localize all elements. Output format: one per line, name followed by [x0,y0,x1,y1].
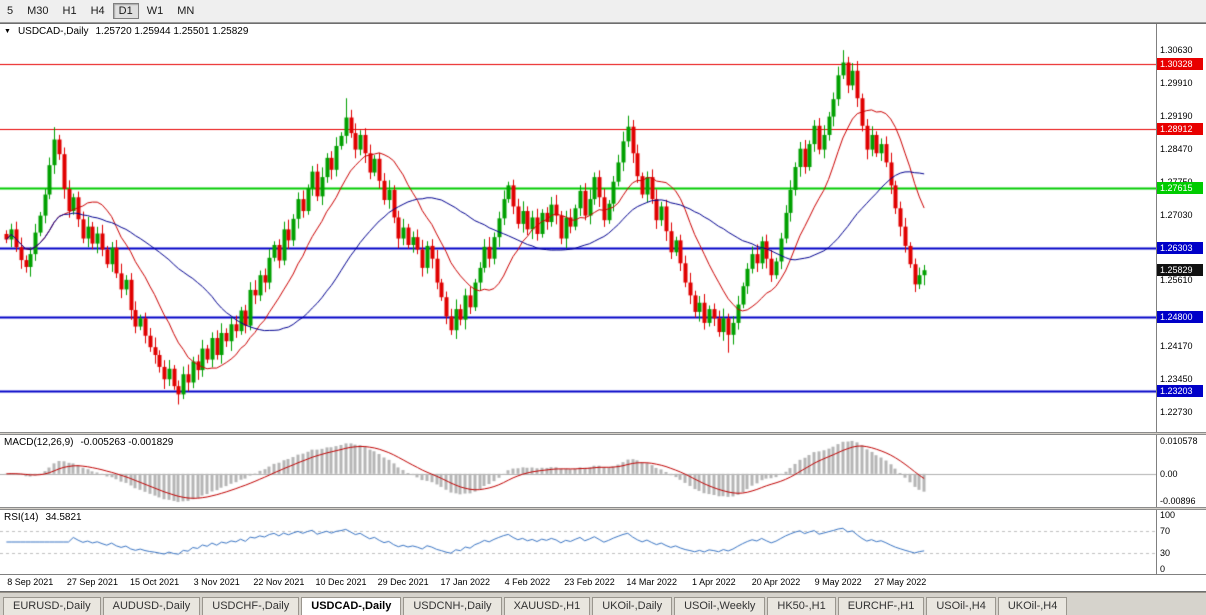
chart-tab[interactable]: USDCHF-,Daily [202,597,300,615]
macd-axis-tick: 0.010578 [1160,436,1198,446]
rsi-canvas[interactable] [0,510,1156,574]
chart-tab[interactable]: EURUSD-,Daily [3,597,101,615]
rsi-axis-tick: 30 [1160,548,1171,559]
price-axis: 1.30630 1.29910 1.29190 1.28470 1.27750 1.270… [1156,24,1203,432]
price-tick: 1.22730 [1160,407,1193,418]
date-label: 23 Feb 2022 [564,577,615,587]
timeframe-button-m30[interactable]: M30 [27,5,49,17]
rsi-label: RSI(14) [4,512,39,523]
price-tick: 1.27030 [1160,210,1193,221]
current-price-badge: 1.25829 [1157,264,1203,277]
timeframe-button-d1[interactable]: D1 [112,3,139,19]
date-label: 20 Apr 2022 [751,577,801,587]
date-label: 22 Nov 2021 [253,577,305,587]
date-label: 14 Mar 2022 [626,577,677,587]
timeframe-toolbar: 5 M30 H1 H4 D1 W1 MN [0,0,1206,23]
macd-axis-tick: 0.00 [1160,468,1178,479]
chart-collapse-icon[interactable]: ▼ [4,27,11,35]
chart-tabs: EURUSD-,Daily AUDUSD-,Daily USDCHF-,Daily U… [0,592,1206,615]
macd-axis: 0.010578 0.00 -0.00896 [1156,435,1203,507]
timeframe-button-h4[interactable]: H4 [90,5,105,17]
chart-ohlc-quote: 1.25720 1.25944 1.25501 1.25829 [95,26,249,37]
chart-tab[interactable]: XAUUSD-,H1 [503,597,591,615]
rsi-axis-tick: 0 [1160,564,1166,574]
rsi-panel: RSI(14) 34.5821 100 70 30 0 [0,510,1206,574]
main-chart-panel: ▼ USDCAD-,Daily 1.25720 1.25944 1.25501 … [0,24,1206,432]
macd-values: -0.005263 -0.001829 [80,437,174,448]
chart-tab[interactable]: AUDUSD-,Daily [102,597,201,615]
date-label: 3 Nov 2021 [193,577,240,587]
macd-panel: MACD(12,26,9) -0.005263 -0.001829 0.0105… [0,435,1206,507]
date-label: 10 Dec 2021 [315,577,367,587]
price-tick: 1.23450 [1160,374,1193,385]
price-tick: 1.28470 [1160,144,1193,155]
chart-tab[interactable]: UKOil-,Daily [592,597,673,615]
macd-label: MACD(12,26,9) [4,437,74,448]
panel-splitter[interactable] [0,507,1206,510]
timeframe-button-5[interactable]: 5 [7,5,14,17]
price-tick: 1.25610 [1160,275,1193,286]
price-level-badge: 1.30328 [1157,57,1203,70]
date-label: 27 May 2022 [874,577,927,587]
date-label: 1 Apr 2022 [692,577,736,587]
date-label: 8 Sep 2021 [7,577,54,587]
date-label: 9 May 2022 [814,577,862,587]
rsi-axis-tick: 70 [1160,525,1171,536]
date-label: 4 Feb 2022 [504,577,551,587]
price-level-badge: 1.27615 [1157,182,1203,195]
price-level-badge: 1.23203 [1157,384,1203,397]
date-label: 17 Jan 2022 [440,577,491,587]
price-tick: 1.29910 [1160,78,1193,89]
macd-canvas[interactable] [0,435,1156,507]
price-tick: 1.27750 [1160,177,1193,187]
chart-tab[interactable]: USDCNH-,Daily [403,597,502,615]
date-label: 15 Oct 2021 [130,577,180,587]
chart-tab[interactable]: USOil-,Weekly [674,597,766,615]
main-chart-canvas[interactable] [0,24,1156,432]
macd-title: MACD(12,26,9) -0.005263 -0.001829 [4,437,173,448]
chart-tab[interactable]: UKOil-,H4 [997,597,1068,615]
macd-axis-tick: -0.00896 [1160,496,1196,506]
price-tick: 1.29190 [1160,111,1193,122]
timeframe-button-mn[interactable]: MN [177,5,195,17]
price-tick: 1.30630 [1160,45,1193,56]
rsi-axis-tick: 100 [1160,510,1176,520]
chart-title: ▼ USDCAD-,Daily 1.25720 1.25944 1.25501 … [4,26,248,37]
price-level-badge: 1.26303 [1157,242,1203,255]
chart-window: ▼ USDCAD-,Daily 1.25720 1.25944 1.25501 … [0,23,1206,592]
rsi-title: RSI(14) 34.5821 [4,512,82,523]
timeframe-button-h1[interactable]: H1 [62,5,77,17]
panel-splitter[interactable] [0,432,1206,435]
time-axis: 8 Sep 2021 27 Sep 2021 15 Oct 2021 3 Nov 20… [0,574,1206,591]
timeframe-button-w1[interactable]: W1 [146,5,164,17]
rsi-axis: 100 70 30 0 [1156,510,1203,574]
chart-tab-active[interactable]: USDCAD-,Daily [301,597,402,615]
price-level-badge: 1.28912 [1157,122,1203,135]
price-level-badge: 1.24800 [1157,311,1203,324]
rsi-value: 34.5821 [45,512,82,523]
chart-tab[interactable]: HK50-,H1 [767,597,836,615]
chart-symbol-label: USDCAD-,Daily [17,26,89,37]
chart-tab[interactable]: USOil-,H4 [926,597,996,615]
date-label: 29 Dec 2021 [377,577,429,587]
price-tick: 1.24170 [1160,341,1193,352]
date-label: 27 Sep 2021 [66,577,118,587]
chart-tab[interactable]: EURCHF-,H1 [837,597,925,615]
